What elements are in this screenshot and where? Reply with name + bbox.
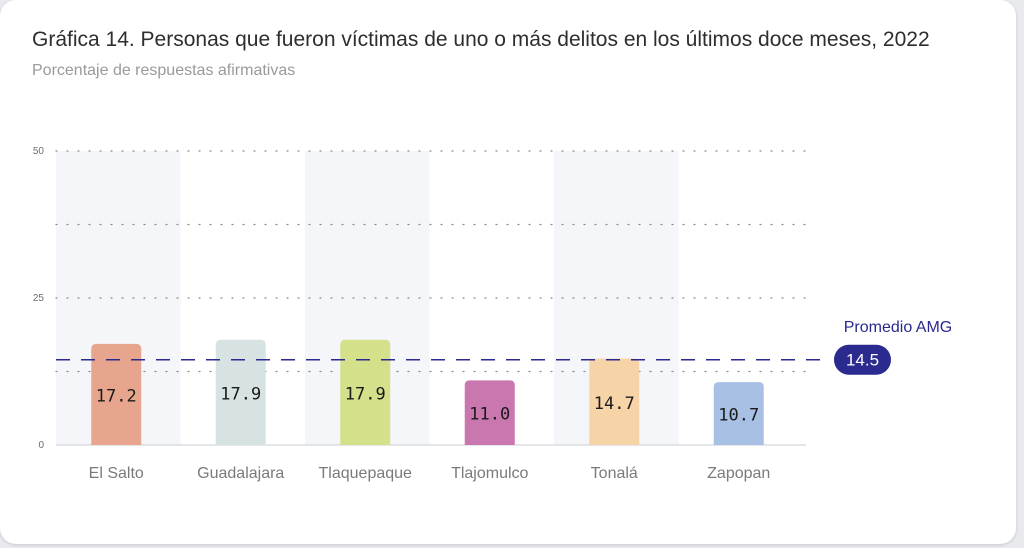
bar-tonala [589, 358, 640, 445]
bar-value-label: 10.7 [718, 406, 759, 426]
bar-value-label: 17.9 [345, 384, 386, 404]
bar-value-label: 14.7 [594, 394, 635, 414]
x-tick-label: Guadalajara [197, 465, 284, 482]
average-line-label: Promedio AMG [844, 319, 952, 336]
bar-value-label: 17.2 [96, 386, 137, 406]
y-tick-label: 25 [33, 293, 45, 304]
x-tick-label: El Salto [89, 465, 144, 482]
bar-value-label: 17.9 [220, 384, 261, 404]
average-value-label: 14.5 [846, 351, 879, 370]
y-tick-label: 50 [33, 146, 45, 157]
x-tick-label: Tonalá [591, 465, 638, 482]
x-tick-label: Tlaquepaque [319, 465, 413, 482]
bar-zapopan [713, 382, 764, 445]
y-tick-label: 0 [38, 440, 44, 451]
average-value-badge [834, 344, 891, 375]
bar-tlaquepaque [340, 339, 391, 445]
bar-el-salto [91, 343, 142, 445]
chart-subtitle: Porcentaje de respuestas afirmativas [32, 62, 296, 79]
bar-guadalajara [215, 339, 266, 445]
x-tick-label: Tlajomulco [451, 465, 528, 482]
chart-title: Gráfica 14. Personas que fueron víctimas… [32, 28, 930, 51]
bar-value-label: 11.0 [469, 405, 510, 425]
x-tick-label: Zapopan [707, 465, 770, 482]
bar-tlajomulco [464, 380, 515, 445]
